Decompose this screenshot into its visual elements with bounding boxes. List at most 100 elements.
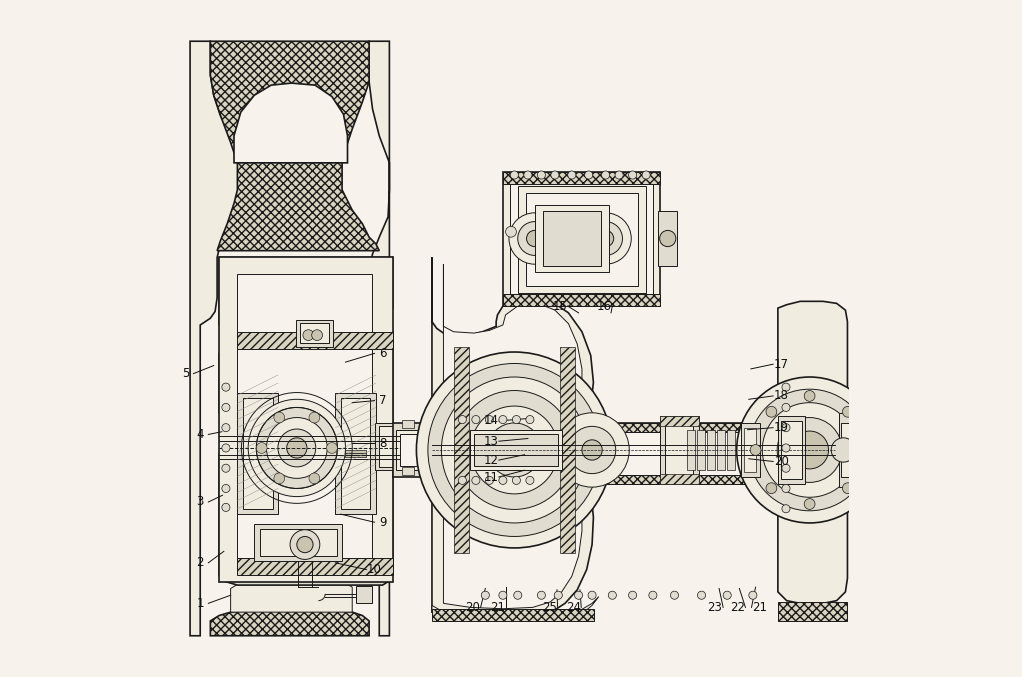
Bar [356,586,372,603]
Bar [296,320,333,347]
Circle shape [777,418,842,483]
Text: 2: 2 [196,556,204,569]
Bar [841,423,849,477]
Circle shape [416,352,612,548]
Circle shape [222,444,230,452]
Text: 21: 21 [752,601,768,614]
Bar [432,609,594,621]
Text: 11: 11 [483,471,499,483]
Text: 18: 18 [774,389,789,402]
Circle shape [472,416,480,424]
Bar [744,428,756,473]
Circle shape [512,416,520,424]
Text: 8: 8 [379,437,386,450]
Circle shape [267,418,327,479]
Bar [474,435,558,466]
Text: 1: 1 [196,597,204,610]
Circle shape [649,591,657,599]
Circle shape [804,499,815,509]
Circle shape [499,591,507,599]
Circle shape [257,443,267,454]
Polygon shape [454,347,469,553]
Circle shape [514,591,522,599]
Circle shape [629,171,637,179]
Bar [300,323,329,343]
Polygon shape [231,576,353,612]
Text: 6: 6 [379,347,386,360]
Circle shape [555,413,630,487]
Circle shape [472,477,480,485]
Bar [432,423,800,484]
Circle shape [524,171,531,179]
Circle shape [659,230,676,246]
Circle shape [724,591,732,599]
Circle shape [485,477,494,485]
Circle shape [568,171,575,179]
Circle shape [749,591,757,599]
Bar [697,430,705,471]
Circle shape [470,406,558,494]
Circle shape [248,399,345,497]
Bar [432,423,800,432]
Circle shape [842,483,853,494]
Circle shape [222,464,230,473]
Text: 19: 19 [774,421,789,434]
Circle shape [222,503,230,511]
Bar [687,430,695,471]
Circle shape [518,221,552,255]
Polygon shape [219,257,392,585]
Bar [237,274,372,565]
Text: 13: 13 [483,435,498,447]
Circle shape [526,477,533,485]
Circle shape [222,424,230,432]
Circle shape [551,171,559,179]
Circle shape [782,383,790,391]
Circle shape [615,171,623,179]
Text: 4: 4 [196,428,204,441]
Circle shape [327,443,337,454]
Circle shape [274,412,285,423]
Text: 21: 21 [490,601,505,614]
Circle shape [458,416,466,424]
Circle shape [296,536,313,552]
Circle shape [309,473,320,484]
Bar [503,294,659,306]
Circle shape [737,377,883,523]
Polygon shape [444,264,582,609]
Bar [219,257,393,582]
Bar [374,423,401,471]
Bar [243,398,273,508]
Circle shape [309,412,320,423]
Circle shape [766,483,777,494]
Circle shape [512,477,520,485]
Text: 14: 14 [483,414,499,427]
Circle shape [538,171,546,179]
Bar [659,416,699,427]
Polygon shape [778,301,847,603]
Bar [665,423,693,477]
Circle shape [574,591,583,599]
Bar [397,430,428,471]
Circle shape [582,440,602,460]
Bar [781,421,801,479]
Circle shape [782,504,790,512]
Bar [237,393,278,514]
Circle shape [782,424,790,432]
Bar [237,558,392,575]
Circle shape [222,485,230,493]
Circle shape [568,427,615,474]
Circle shape [554,591,562,599]
Bar [237,332,392,349]
Circle shape [766,406,777,417]
Bar [518,185,646,292]
Circle shape [831,438,855,462]
Circle shape [278,429,316,467]
Circle shape [481,591,490,599]
Circle shape [782,464,790,473]
Circle shape [287,438,307,458]
Bar [345,450,366,454]
Text: 22: 22 [730,601,745,614]
Circle shape [642,171,650,179]
Circle shape [222,383,230,391]
Bar [503,173,659,184]
